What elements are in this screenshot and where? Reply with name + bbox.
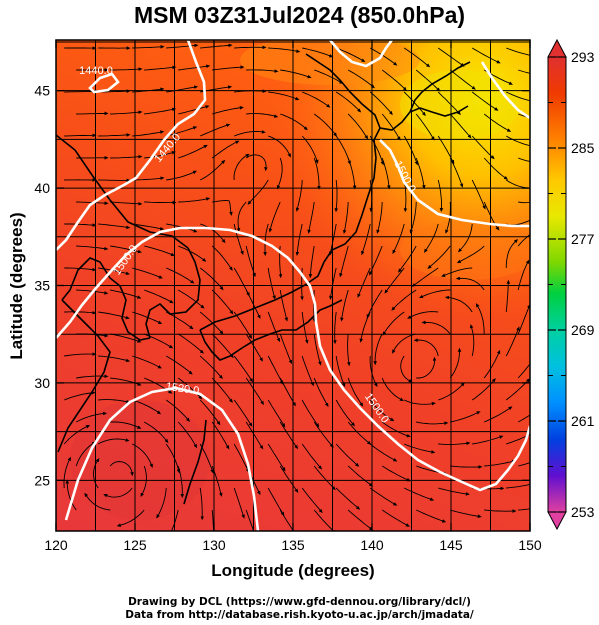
x-tick-label: 150	[518, 537, 542, 553]
colorbar-bottom-arrow	[547, 511, 567, 531]
temperature-field	[56, 40, 530, 531]
y-tick-label: 35	[34, 278, 50, 294]
colorbar-tick-label: 293	[571, 49, 595, 65]
x-tick-label: 145	[439, 537, 463, 553]
y-tick-label: 25	[34, 472, 50, 488]
y-axis-ticks: 25 30 35 40 45	[34, 83, 530, 488]
contour-label: 1520.0	[165, 381, 200, 398]
colorbar-tick-label: 285	[571, 140, 595, 156]
credit-drawing: Drawing by DCL (https://www.gfd-dennou.o…	[128, 596, 471, 608]
x-axis-label: Longitude (degrees)	[211, 561, 374, 580]
y-tick-label: 45	[34, 83, 50, 99]
y-axis-label: Latitude (degrees)	[7, 212, 26, 359]
x-tick-label: 130	[202, 537, 226, 553]
x-tick-label: 135	[281, 537, 305, 553]
coastlines	[56, 53, 471, 505]
contour-label: 1440.0	[79, 65, 113, 77]
colorbar-tick-label: 269	[571, 322, 595, 338]
x-axis-ticks: 120 125 130 135 140 145 150	[44, 40, 542, 553]
y-tick-label: 40	[34, 180, 50, 196]
chart-title: MSM 03Z31Jul2024 (850.0hPa)	[133, 2, 466, 28]
x-tick-label: 125	[123, 537, 147, 553]
y-tick-label: 30	[34, 375, 50, 391]
colorbar-top-arrow	[547, 38, 567, 58]
colorbar-tick-label: 277	[571, 231, 595, 247]
x-tick-label: 140	[360, 537, 384, 553]
colorbar: 293 285 277 269 261 253	[547, 38, 595, 531]
height-contours	[56, 40, 530, 531]
credit-data-source: Data from http://database.rish.kyoto-u.a…	[125, 609, 474, 621]
colorbar-tick-label: 261	[571, 413, 595, 429]
x-tick-label: 120	[44, 537, 68, 553]
colorbar-tick-label: 253	[571, 504, 595, 520]
